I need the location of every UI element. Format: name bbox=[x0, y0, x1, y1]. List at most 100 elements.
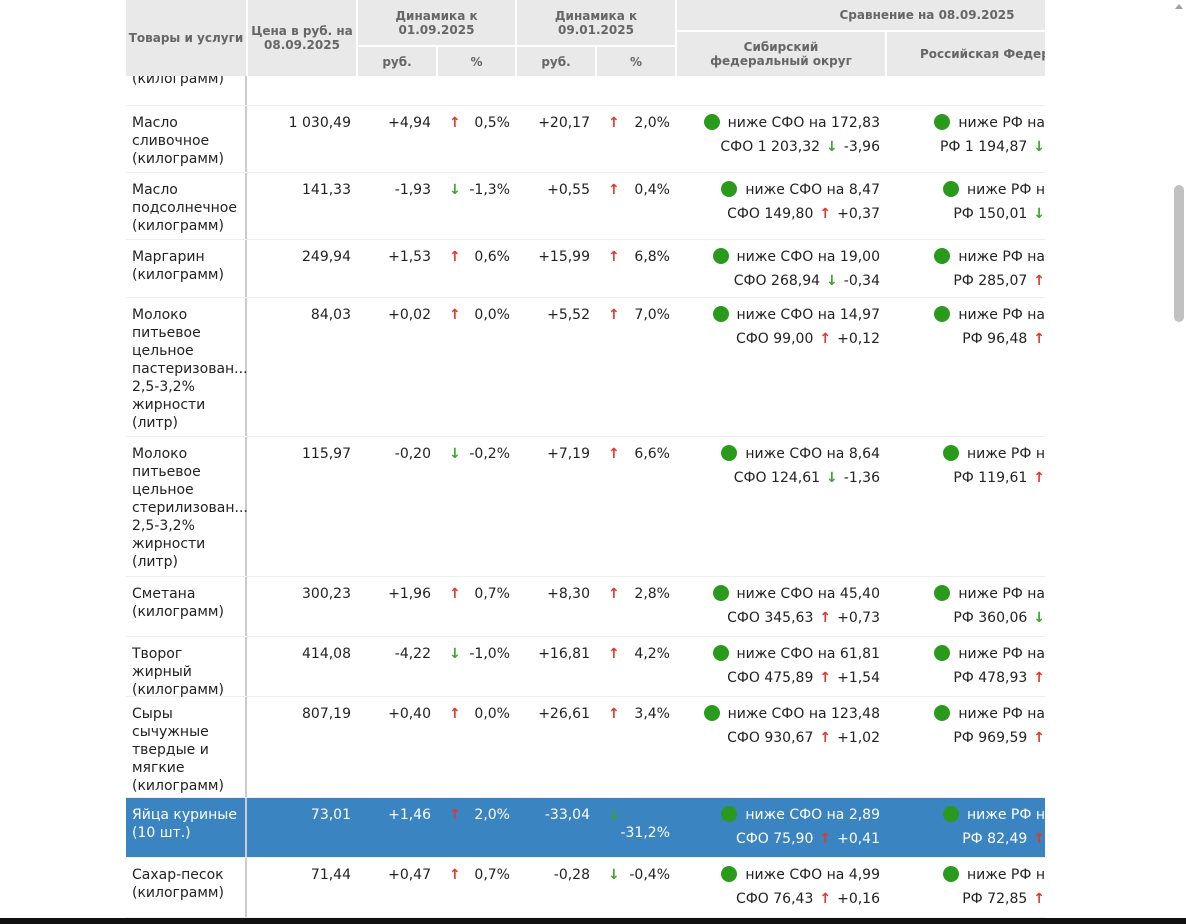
rf-price-line: РФ 82,49 ↑ bbox=[886, 830, 1045, 854]
scroll-up-arrow-icon[interactable] bbox=[1175, 4, 1183, 9]
product-name: Маргарин (килограмм) bbox=[126, 240, 247, 297]
rf-price: РФ 478,93 bbox=[953, 670, 1028, 686]
product-name: Масло подсолнечное (килограмм) bbox=[126, 173, 247, 239]
table-row[interactable]: Сыры сычужные твердые и мягкие (килограм… bbox=[126, 697, 1045, 798]
header-goods[interactable]: Товары и услуги bbox=[126, 0, 246, 76]
sfo-diff-text: ниже СФО на 19,00 bbox=[736, 249, 881, 265]
arrow-up-icon: ↑ bbox=[449, 807, 461, 823]
rf-price-line: РФ 969,59 ↑ bbox=[886, 729, 1045, 753]
change-year-pct-value: -0,4% bbox=[629, 867, 670, 883]
header-pct-2[interactable]: % bbox=[597, 47, 675, 76]
arrow-up-icon: ↑ bbox=[608, 586, 620, 602]
rf-price: РФ 150,01 bbox=[953, 206, 1028, 222]
change-year-pct: ↓ -0,4% bbox=[596, 858, 676, 917]
rf-price: РФ 285,07 bbox=[953, 273, 1028, 289]
table-row[interactable]: Сметана (килограмм) 300,23 +1,96 ↑ 0,7% +8,30… bbox=[126, 577, 1045, 637]
table-row[interactable]: Молоко питьевое цельное стерилизован... … bbox=[126, 437, 1045, 577]
change-year-pct: ↓ -31,2% bbox=[596, 798, 676, 857]
arrow-up-icon: ↑ bbox=[449, 867, 461, 883]
rf-price: РФ 360,06 bbox=[953, 610, 1028, 626]
sfo-price: СФО 475,89 bbox=[727, 670, 814, 686]
rf-diff-line: ниже РФ на bbox=[886, 114, 1045, 138]
rf-diff-line: ниже РФ на bbox=[886, 248, 1045, 272]
sfo-comparison: ниже СФО на 172,83 СФО 1 203,32 ↓ -3,96 bbox=[676, 106, 886, 172]
arrow-up-icon: ↑ bbox=[1033, 470, 1045, 486]
rf-price-line: РФ 150,01 ↓ bbox=[886, 205, 1045, 229]
rf-price-line: РФ 72,85 ↑ bbox=[886, 890, 1045, 914]
sfo-change: +0,12 bbox=[837, 331, 880, 347]
price-value: 71,44 bbox=[310, 867, 351, 883]
sfo-diff-line: ниже СФО на 2,89 bbox=[676, 806, 880, 830]
change-week-pct: ↑ 0,7% bbox=[437, 858, 516, 917]
product-name: Молоко питьевое цельное пастеризован... … bbox=[126, 298, 248, 436]
sfo-diff-text: ниже СФО на 61,81 bbox=[736, 646, 881, 662]
change-year-pct: ↑ 6,6% bbox=[596, 437, 676, 576]
status-dot-icon bbox=[703, 114, 720, 130]
header-rf[interactable]: Российская Федерац bbox=[887, 32, 1045, 76]
arrow-up-icon: ↑ bbox=[819, 730, 832, 746]
scrollbar[interactable] bbox=[1172, 0, 1186, 918]
change-year-pct-value: 7,0% bbox=[634, 307, 670, 323]
product-name: Творог жирный (килограмм) bbox=[126, 637, 247, 698]
header-dynamics-year: Динамика к 09.01.2025 bbox=[517, 0, 675, 45]
sfo-change: -3,96 bbox=[843, 139, 880, 155]
rf-price-line: РФ 360,06 ↓ bbox=[886, 609, 1045, 633]
sfo-diff-text: ниже СФО на 8,47 bbox=[745, 182, 880, 198]
sfo-price-line: СФО 124,61 ↓ -1,36 bbox=[676, 469, 880, 493]
table-row[interactable]: Творог жирный (килограмм) 414,08 -4,22 ↓ -1,… bbox=[126, 637, 1045, 698]
header-rub-1[interactable]: руб. bbox=[358, 47, 436, 76]
rf-price: РФ 119,61 bbox=[953, 470, 1028, 486]
arrow-up-icon: ↑ bbox=[608, 115, 620, 131]
change-year-rub: +5,52 bbox=[547, 307, 590, 323]
sfo-diff-line: ниже СФО на 14,97 bbox=[676, 306, 880, 330]
header-compare: Сравнение на 08.09.2025 bbox=[677, 0, 1045, 30]
arrow-up-icon: ↑ bbox=[819, 610, 832, 626]
price-value: 807,19 bbox=[302, 706, 351, 722]
product-name: неразделанная (килограмм) bbox=[126, 76, 247, 105]
status-dot-icon bbox=[934, 306, 951, 322]
table-row[interactable]: Сахар-песок (килограмм) 71,44 +0,47 ↑ 0,7% -0… bbox=[126, 858, 1045, 918]
rf-price-line: РФ 119,61 ↑ bbox=[886, 469, 1045, 493]
status-dot-icon bbox=[942, 445, 959, 461]
header-pct-1[interactable]: % bbox=[438, 47, 515, 76]
sfo-price: СФО 1 203,32 bbox=[720, 139, 821, 155]
table-row[interactable]: неразделанная (килограмм) bbox=[126, 76, 1045, 106]
table-row[interactable]: Масло сливочное (килограмм) 1 030,49 +4,94… bbox=[126, 106, 1045, 173]
change-year-pct-value: 6,6% bbox=[634, 446, 670, 462]
arrow-up-icon: ↑ bbox=[1033, 891, 1045, 907]
sfo-price: СФО 930,67 bbox=[727, 730, 814, 746]
change-week-pct-value: -1,3% bbox=[469, 182, 510, 198]
table-rows: неразделанная (килограмм)Масло сливочное… bbox=[126, 76, 1045, 918]
arrow-down-icon: ↓ bbox=[608, 807, 620, 823]
header-price[interactable]: Цена в руб. на 08.09.2025 bbox=[248, 0, 356, 76]
sfo-change: -1,36 bbox=[843, 470, 880, 486]
table-row[interactable]: Яйца куриные (10 шт.) 73,01 +1,46 ↑ 2,0% -33,… bbox=[126, 798, 1045, 858]
header-sfo[interactable]: Сибирский федеральный округ bbox=[677, 32, 885, 76]
scrollbar-thumb[interactable] bbox=[1174, 185, 1184, 322]
change-year-rub: -0,28 bbox=[553, 867, 590, 883]
status-dot-icon bbox=[712, 585, 729, 601]
arrow-up-icon: ↑ bbox=[608, 706, 620, 722]
table-row[interactable]: Маргарин (килограмм) 249,94 +1,53 ↑ 0,6% +15,… bbox=[126, 240, 1045, 298]
sfo-diff-text: ниже СФО на 14,97 bbox=[736, 307, 881, 323]
header-rub-2[interactable]: руб. bbox=[517, 47, 595, 76]
change-year-rub: +7,19 bbox=[547, 446, 590, 462]
change-week-rub: +1,96 bbox=[388, 586, 431, 602]
rf-comparison: ниже РФ н РФ 119,61 ↑ bbox=[886, 437, 1045, 576]
change-year-rub: +16,81 bbox=[538, 646, 590, 662]
change-week-pct-value: 0,5% bbox=[474, 115, 510, 131]
table-row[interactable]: Молоко питьевое цельное пастеризован... … bbox=[126, 298, 1045, 437]
change-week-rub: -4,22 bbox=[394, 646, 431, 662]
sfo-diff-line: ниже СФО на 4,99 bbox=[676, 866, 880, 890]
table-row[interactable]: Масло подсолнечное (килограмм) 141,33 -1,9… bbox=[126, 173, 1045, 240]
sfo-price-line: СФО 345,63 ↑ +0,73 bbox=[676, 609, 880, 633]
sfo-change: +0,37 bbox=[837, 206, 880, 222]
sfo-diff-line: ниже СФО на 45,40 bbox=[676, 585, 880, 609]
sfo-price-line: СФО 149,80 ↑ +0,37 bbox=[676, 205, 880, 229]
rf-price: РФ 82,49 bbox=[962, 831, 1028, 847]
rf-comparison: ниже РФ на РФ 969,59 ↑ bbox=[886, 697, 1045, 797]
change-week-pct-value: 0,0% bbox=[474, 706, 510, 722]
sfo-comparison: ниже СФО на 4,99 СФО 76,43 ↑ +0,16 bbox=[676, 858, 886, 917]
change-week-pct-value: 0,6% bbox=[474, 249, 510, 265]
rf-diff-text: ниже РФ на bbox=[958, 249, 1045, 265]
